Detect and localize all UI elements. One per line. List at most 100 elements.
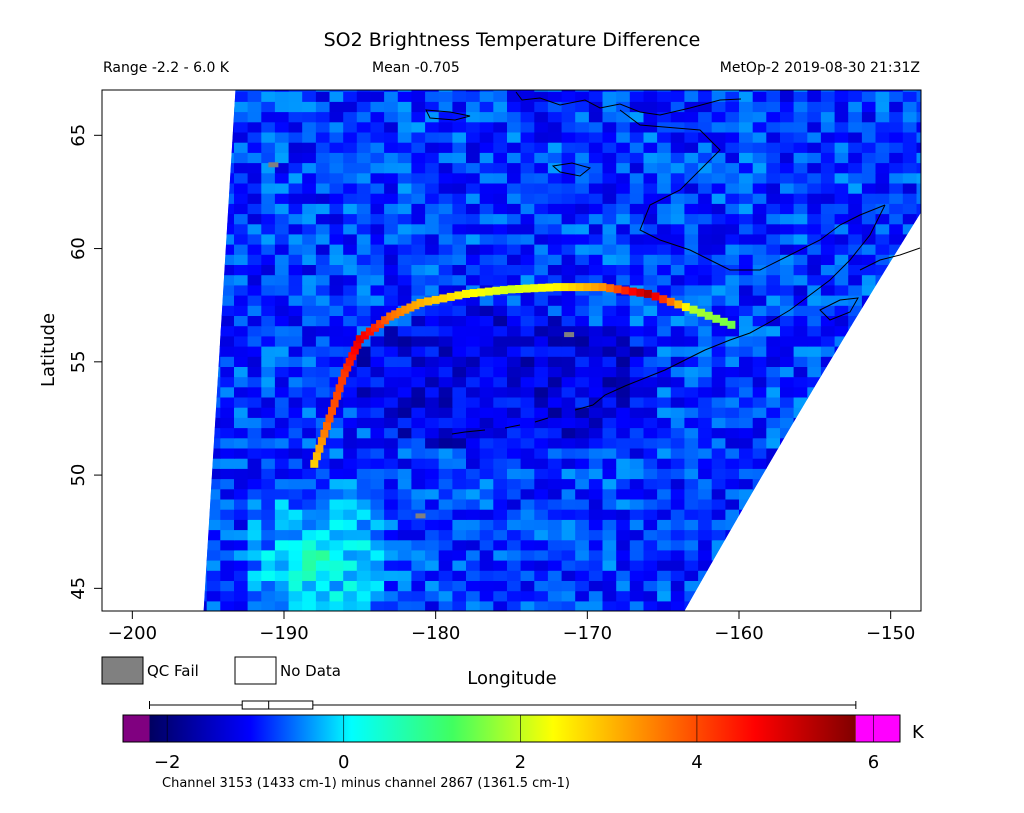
field-cell xyxy=(711,427,726,439)
field-cell xyxy=(725,193,740,204)
field-cell xyxy=(807,468,822,480)
field-cell xyxy=(588,458,604,469)
field-cell xyxy=(889,488,904,500)
field-cell xyxy=(684,509,699,520)
field-cell xyxy=(411,90,426,92)
field-cell xyxy=(302,335,317,347)
field-cell xyxy=(315,407,331,418)
field-cell xyxy=(588,468,604,480)
field-cell xyxy=(684,539,699,551)
field-cell xyxy=(889,417,904,429)
field-cell xyxy=(561,509,576,520)
field-cell xyxy=(288,376,303,388)
field-cell xyxy=(411,458,426,469)
field-cell xyxy=(848,356,863,367)
field-cell xyxy=(725,172,740,184)
field-cell xyxy=(493,193,508,204)
field-cell xyxy=(902,274,918,286)
field-cell xyxy=(766,366,781,378)
field-cell xyxy=(384,366,399,378)
field-cell xyxy=(561,264,576,276)
field-cell xyxy=(629,417,644,429)
field-cell xyxy=(820,570,836,581)
field-cell xyxy=(820,437,836,449)
field-cell xyxy=(479,111,494,123)
field-cell xyxy=(329,346,344,357)
field-cell xyxy=(588,600,604,611)
field-cell xyxy=(916,437,921,449)
field-cell xyxy=(261,539,276,551)
field-cell xyxy=(234,223,249,235)
field-cell xyxy=(247,396,262,408)
x-axis-ticks: −200 −190 −180 −170 −160 −150 xyxy=(108,611,915,644)
field-cell xyxy=(234,182,249,194)
field-cell xyxy=(438,223,453,235)
field-cell xyxy=(397,366,413,378)
field-cell xyxy=(261,468,276,480)
field-cell xyxy=(670,213,686,225)
field-cell xyxy=(479,305,494,316)
field-cell xyxy=(561,254,576,265)
field-cell xyxy=(507,488,522,500)
field-cell xyxy=(698,590,713,602)
field-cell xyxy=(425,366,440,378)
field-cell xyxy=(616,407,631,418)
field-cell xyxy=(629,162,644,174)
field-cell xyxy=(725,233,740,245)
field-cell xyxy=(384,264,399,276)
field-cell xyxy=(547,305,563,316)
field-cell xyxy=(684,356,699,367)
field-cell xyxy=(203,203,208,215)
field-cell xyxy=(220,600,235,611)
field-cell xyxy=(629,356,644,367)
field-cell xyxy=(834,213,849,225)
field-cell xyxy=(670,478,686,490)
field-cell xyxy=(861,315,877,327)
field-cell xyxy=(820,539,836,551)
field-cell xyxy=(466,447,481,459)
field-cell xyxy=(848,366,863,378)
field-cell xyxy=(247,90,262,92)
field-cell xyxy=(547,407,563,418)
field-cell xyxy=(234,407,249,418)
field-cell xyxy=(834,539,849,551)
plume-cell xyxy=(522,284,531,293)
field-cell xyxy=(261,356,276,367)
field-cell xyxy=(384,539,399,551)
field-cell xyxy=(725,417,740,429)
field-cell xyxy=(834,193,849,204)
field-cell xyxy=(875,91,890,102)
field-cell xyxy=(438,570,453,581)
field-cell xyxy=(834,244,849,255)
field-cell xyxy=(343,366,358,378)
field-cell xyxy=(534,244,549,255)
field-cell xyxy=(752,488,767,500)
field-cell xyxy=(616,111,631,123)
field-cell xyxy=(861,182,877,194)
field-cell xyxy=(616,427,631,439)
field-cell xyxy=(411,447,426,459)
field-cell xyxy=(274,427,290,439)
field-cell xyxy=(274,223,290,235)
field-cell xyxy=(780,427,795,439)
field-cell xyxy=(384,417,399,429)
field-cell xyxy=(438,437,453,449)
field-cell xyxy=(343,284,358,296)
field-cell xyxy=(370,162,385,174)
field-cell xyxy=(220,162,235,174)
field-cell xyxy=(657,437,672,449)
field-cell xyxy=(780,478,795,490)
field-cell xyxy=(629,458,644,469)
field-cell xyxy=(561,152,576,164)
field-cell xyxy=(834,101,849,113)
field-cell xyxy=(698,254,713,265)
field-cell xyxy=(315,478,331,490)
field-cell xyxy=(657,427,672,439)
field-cell xyxy=(602,274,617,286)
field-cell xyxy=(234,549,249,561)
field-cell xyxy=(657,447,672,459)
field-cell xyxy=(616,366,631,378)
field-cell xyxy=(889,519,904,531)
field-cell xyxy=(534,203,549,215)
field-cell xyxy=(670,386,686,398)
